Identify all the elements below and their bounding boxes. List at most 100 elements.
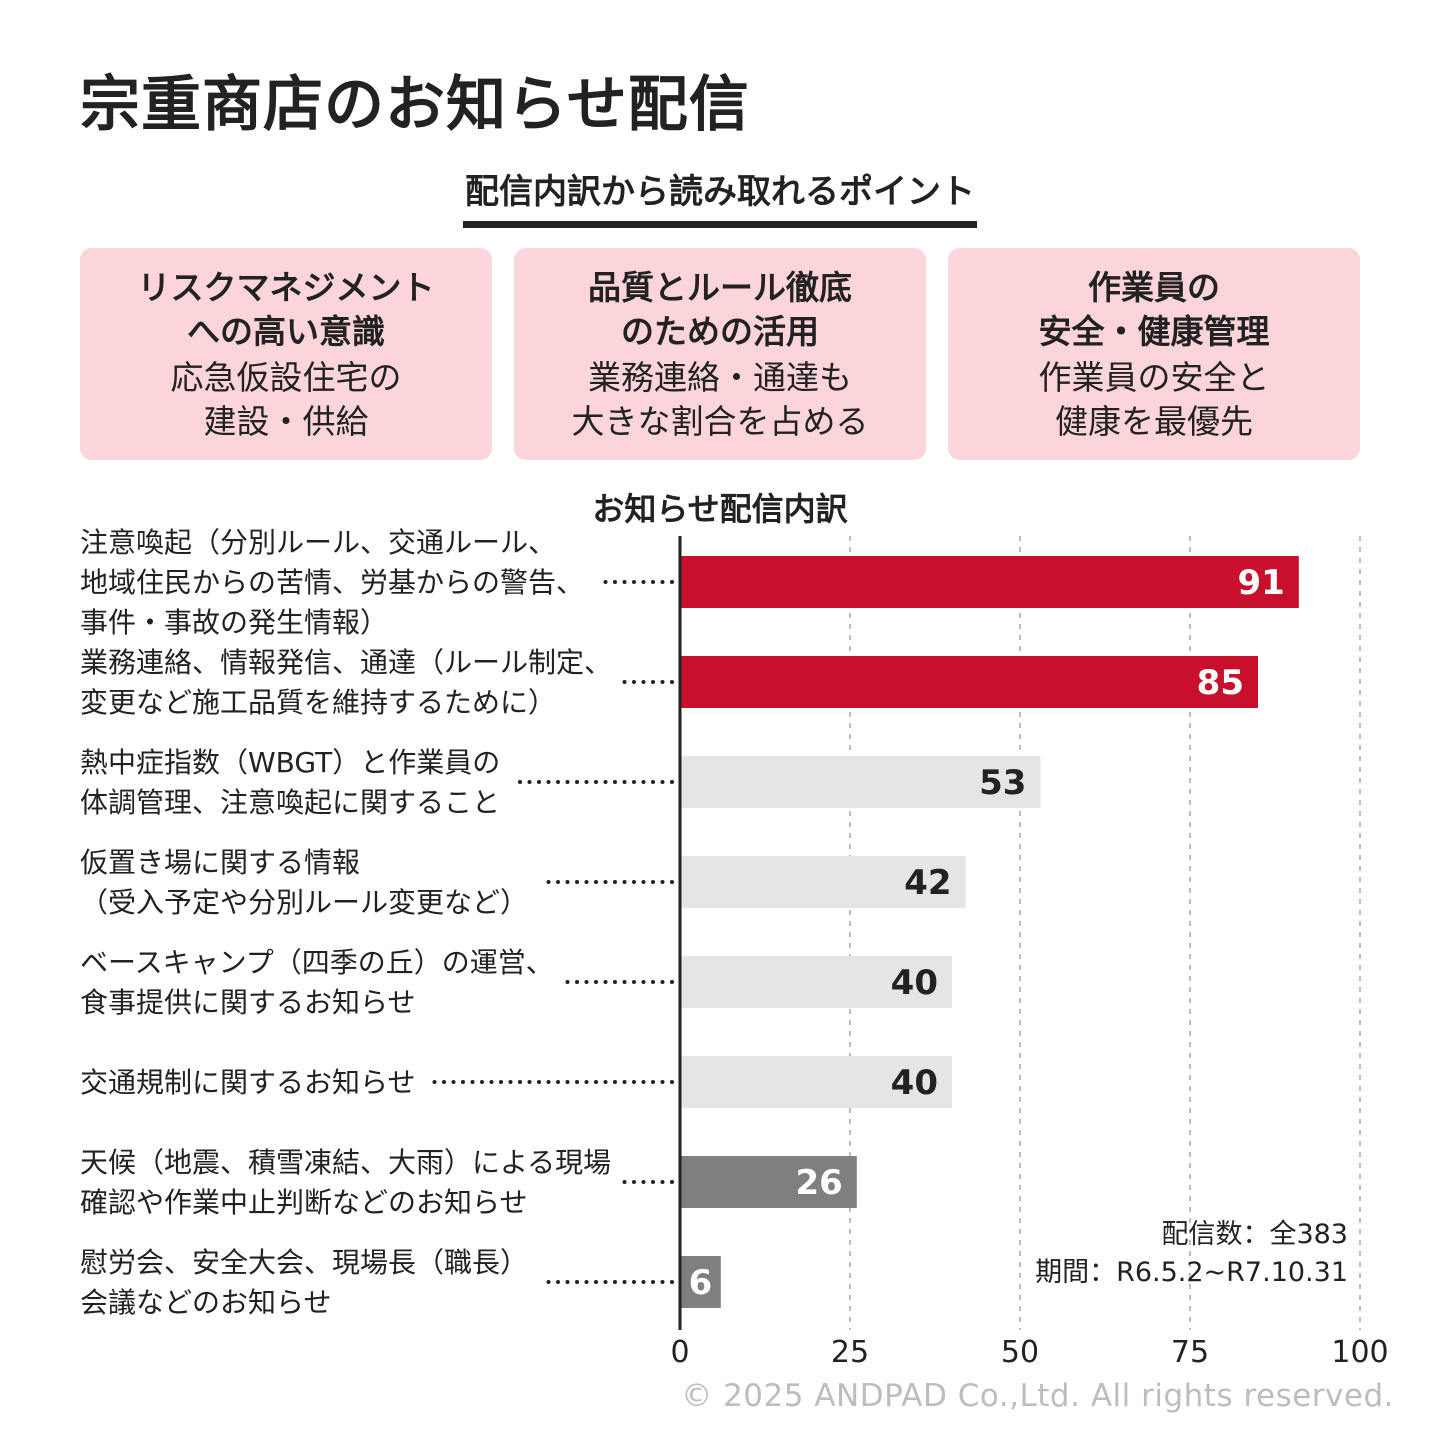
leader-dot [537, 780, 541, 784]
x-tick-label: 75 [1171, 1335, 1209, 1370]
x-axis-ticks: 0 25 50 75 100 [670, 1335, 1388, 1370]
leader-dot [603, 880, 608, 884]
leader-dot [660, 980, 665, 984]
x-tick-label: 50 [1001, 1335, 1039, 1370]
category-label-line: 仮置き場に関する情報 [80, 846, 360, 879]
leader-dot [594, 1080, 598, 1084]
leader-dot [565, 980, 570, 984]
leader-dot [641, 880, 646, 884]
points-heading-wrap: 配信内訳から読み取れるポイント [0, 172, 1440, 228]
leader-dot [584, 980, 589, 984]
leader-dot [641, 680, 646, 684]
leader-dot [651, 680, 655, 684]
leader-dot [480, 1080, 484, 1084]
leader-dot [622, 880, 627, 884]
insight-card-risk-management: リスクマネジメント への高い意識 応急仮設住宅の 建設・供給 [80, 248, 492, 460]
leader-dot [651, 880, 655, 884]
category-label-line: 体調管理、注意喚起に関すること [80, 786, 500, 819]
total-count: 配信数：全383 [1161, 1219, 1348, 1250]
category-label-line: 変更など施工品質を維持するために） [80, 686, 556, 719]
category-labels: 注意喚起（分別ルール、交通ルール、地域住民からの苦情、労基からの警告、事件・事故… [80, 526, 612, 1319]
leader-dot [603, 1080, 608, 1084]
leader-dot [632, 580, 636, 584]
insight-card-quality-rules: 品質とルール徹底 のための活用 業務連絡・通達も 大きな割合を占める [514, 248, 926, 460]
leader-dot [442, 1080, 446, 1084]
leader-dot [613, 1280, 617, 1284]
leader-dot [556, 780, 560, 784]
chart-note: 配信数：全383 期間：R6.5.2~R7.10.31 [1035, 1216, 1348, 1292]
leader-dot [670, 880, 674, 884]
category-label-line: 天候（地震、積雪凍結、大雨）による現場 [80, 1146, 611, 1179]
category-label-line: 事件・事故の発生情報） [80, 606, 388, 639]
leader-dot [632, 880, 636, 884]
leader-dots [432, 580, 674, 1284]
leader-dot [622, 980, 627, 984]
leader-dot [499, 1080, 503, 1084]
category-label-line: 確認や作業中止判断などのお知らせ [80, 1186, 527, 1219]
leader-dot [575, 1280, 579, 1284]
category-label-line: 地域住民からの苦情、労基からの警告、 [80, 566, 584, 599]
bar [680, 656, 1258, 708]
leader-dot [546, 880, 551, 884]
leader-dot [622, 580, 627, 584]
card-body: 作業員の安全と 健康を最優先 [1038, 358, 1270, 441]
category-label: 天候（地震、積雪凍結、大雨）による現場確認や作業中止判断などのお知らせ [80, 1146, 611, 1219]
value-label: 6 [689, 1263, 713, 1303]
leader-dot [651, 1280, 655, 1284]
leader-dot [518, 780, 522, 784]
leader-dot [575, 980, 579, 984]
leader-dot [622, 1280, 627, 1284]
leader-dot [651, 780, 655, 784]
leader-dot [613, 980, 617, 984]
bar [680, 956, 952, 1008]
category-label-line: ベースキャンプ（四季の丘）の運営、 [80, 946, 554, 979]
leader-dot [489, 1080, 494, 1084]
leader-dot [660, 1180, 665, 1184]
card-title: 品質とルール徹底 のための活用 [588, 268, 852, 351]
category-label: 業務連絡、情報発信、通達（ルール制定、変更など施工品質を維持するために） [80, 646, 612, 719]
leader-dot [622, 780, 627, 784]
leader-dot [603, 780, 608, 784]
category-label: 注意喚起（分別ルール、交通ルール、地域住民からの苦情、労基からの警告、事件・事故… [80, 526, 584, 639]
x-tick-label: 25 [831, 1335, 869, 1370]
leader-dot [584, 780, 589, 784]
value-label: 40 [891, 1063, 938, 1103]
leader-dot [670, 680, 674, 684]
insight-cards: リスクマネジメント への高い意識 応急仮設住宅の 建設・供給 品質とルール徹底 … [80, 248, 1360, 460]
leader-dot [451, 1080, 456, 1084]
leader-dot [603, 980, 608, 984]
category-label: 交通規制に関するお知らせ [80, 1066, 415, 1099]
category-label-line: 食事提供に関するお知らせ [80, 986, 415, 1019]
category-label-line: 熱中症指数（WBGT）と作業員の [80, 746, 500, 779]
leader-dot [622, 1080, 627, 1084]
leader-dot [546, 780, 551, 784]
leader-dot [565, 880, 570, 884]
category-label-line: 会議などのお知らせ [80, 1286, 331, 1319]
leader-dot [537, 1080, 541, 1084]
card-title: リスクマネジメント への高い意識 [137, 268, 435, 351]
leader-dot [660, 1280, 665, 1284]
leader-dot [461, 1080, 465, 1084]
leader-dot [546, 1080, 551, 1084]
leader-dot [651, 1180, 655, 1184]
leader-dot [622, 1180, 627, 1184]
leader-dot [660, 580, 665, 584]
value-label: 91 [1237, 563, 1284, 603]
leader-dot [594, 980, 598, 984]
category-label: 慰労会、安全大会、現場長（職長） 会議などのお知らせ [80, 1246, 528, 1319]
leader-dot [660, 680, 665, 684]
chart-title: お知らせ配信内訳 [592, 490, 848, 528]
leader-dot [556, 880, 560, 884]
leader-dot [470, 1080, 475, 1084]
value-label: 42 [904, 863, 951, 903]
leader-dot [556, 1280, 560, 1284]
leader-dot [670, 580, 674, 584]
x-tick-label: 0 [670, 1335, 689, 1370]
leader-dot [632, 980, 636, 984]
leader-dot [632, 780, 636, 784]
category-label-line: 慰労会、安全大会、現場長（職長） [80, 1246, 528, 1279]
bar [680, 856, 966, 908]
leader-dot [670, 980, 674, 984]
leader-dot [641, 780, 646, 784]
value-label: 26 [795, 1163, 842, 1203]
